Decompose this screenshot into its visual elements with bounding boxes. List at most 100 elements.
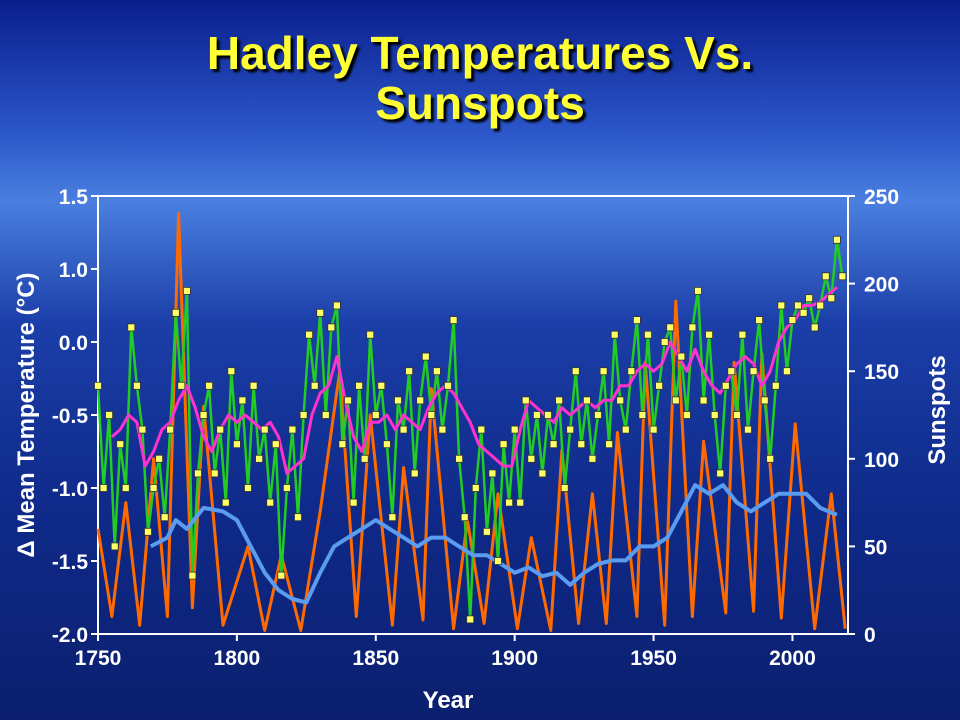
x-tick-label: 2000: [769, 647, 816, 670]
chart-title: Hadley Temperatures Vs. Sunspots: [0, 28, 960, 128]
temperature-point: [249, 381, 258, 390]
temperature-point: [194, 469, 202, 478]
temperature-point: [94, 381, 102, 390]
temperature-point: [699, 396, 708, 405]
temperature-point: [649, 425, 658, 434]
temperature-point: [216, 425, 225, 434]
chart-title-line-2: Sunspots: [375, 77, 585, 129]
temperature-point: [616, 396, 625, 405]
temperature-point: [327, 323, 336, 332]
sunspots-line: [96, 212, 847, 632]
temperature-point: [210, 469, 219, 478]
temperature-point: [127, 323, 136, 332]
temperature-point: [721, 381, 730, 390]
temperature-point: [332, 301, 341, 310]
temperature-point: [555, 396, 563, 405]
temperature-point: [110, 542, 119, 551]
temperature-point: [744, 425, 752, 434]
temperature-point: [694, 286, 702, 295]
temperature-point: [783, 367, 791, 376]
temperature-point: [405, 367, 414, 376]
temperature-point: [577, 440, 586, 449]
temperature-point: [683, 411, 691, 419]
temperature-point: [116, 440, 125, 449]
y-right-tick-label: 100: [864, 449, 899, 472]
temperature-point: [660, 338, 669, 346]
temperature-point: [599, 367, 608, 376]
temperature-point: [321, 411, 330, 419]
y-right-tick-label: 150: [864, 361, 899, 384]
temperature-point: [360, 454, 369, 463]
temperature-point: [494, 557, 502, 565]
temperature-point: [527, 454, 536, 463]
temperature-point: [538, 469, 547, 478]
chart-title-line-1: Hadley Temperatures Vs.: [206, 27, 754, 79]
y-left-tick-label: -1.0: [52, 478, 88, 501]
temperature-point: [227, 367, 236, 376]
temperature-point: [760, 396, 769, 405]
temperature-point: [788, 316, 797, 325]
x-axis-label: Year: [423, 687, 474, 714]
temperature-point: [633, 316, 641, 325]
temperature-point: [394, 396, 402, 405]
temperature-smoothed-line: [110, 286, 838, 475]
temperature-point: [777, 301, 786, 310]
y-left-tick-label: -0.5: [52, 405, 89, 428]
y-right-tick-label: 0: [864, 624, 876, 647]
temperature-point: [738, 330, 747, 339]
temperature-point: [749, 367, 758, 376]
temperature-point: [288, 425, 297, 434]
temperature-point: [610, 330, 619, 339]
temperature-point: [99, 484, 108, 492]
temperature-point: [421, 352, 430, 361]
temperature-point: [105, 411, 113, 419]
y-left-tick-label: -2.0: [52, 624, 88, 647]
temperature-point: [705, 330, 713, 339]
y-right-tick-label: 50: [864, 536, 887, 559]
temperature-point: [132, 381, 141, 390]
temperature-point: [605, 440, 613, 449]
temperature-point: [138, 425, 147, 434]
temperature-point: [588, 454, 597, 463]
temperature-point: [677, 352, 686, 361]
temperature-point: [571, 367, 580, 376]
temperature-point: [460, 513, 469, 522]
temperature-point: [449, 316, 458, 325]
temperature-point: [166, 425, 175, 434]
temperature-point: [482, 527, 491, 536]
temperature-point: [277, 571, 286, 580]
x-tick-label: 1800: [214, 647, 261, 670]
x-tick-label: 1900: [491, 647, 538, 670]
temperature-point: [521, 396, 530, 405]
temperature-point: [260, 425, 269, 434]
temperature-point: [455, 454, 464, 463]
temperature-point: [144, 527, 152, 536]
temperature-point: [477, 425, 486, 434]
temperature-point: [199, 411, 208, 419]
temperature-point: [294, 513, 302, 522]
temperature-point: [516, 498, 525, 507]
temperature-point: [771, 381, 780, 390]
temperature-point: [766, 454, 775, 463]
temperature-point: [244, 484, 252, 492]
temperature-point: [238, 396, 247, 405]
temperature-point: [382, 440, 391, 449]
temperature-point: [638, 411, 647, 419]
temperature-point: [466, 615, 475, 624]
temperature-point: [621, 425, 630, 434]
y-right-tick-label: 250: [864, 186, 899, 209]
temperature-point: [427, 411, 436, 419]
temperature-point: [799, 308, 808, 317]
temperature-point: [655, 381, 663, 390]
temperature-point: [371, 411, 380, 419]
temperature-point: [355, 381, 364, 390]
temperature-point: [533, 411, 541, 419]
temperature-point: [644, 330, 652, 339]
x-tick-label: 1950: [630, 647, 677, 670]
temperature-point: [666, 323, 675, 332]
x-tick-label: 1850: [352, 647, 399, 670]
temperature-point: [444, 381, 452, 390]
temperature-point: [282, 484, 291, 492]
temperature-point: [177, 381, 186, 390]
